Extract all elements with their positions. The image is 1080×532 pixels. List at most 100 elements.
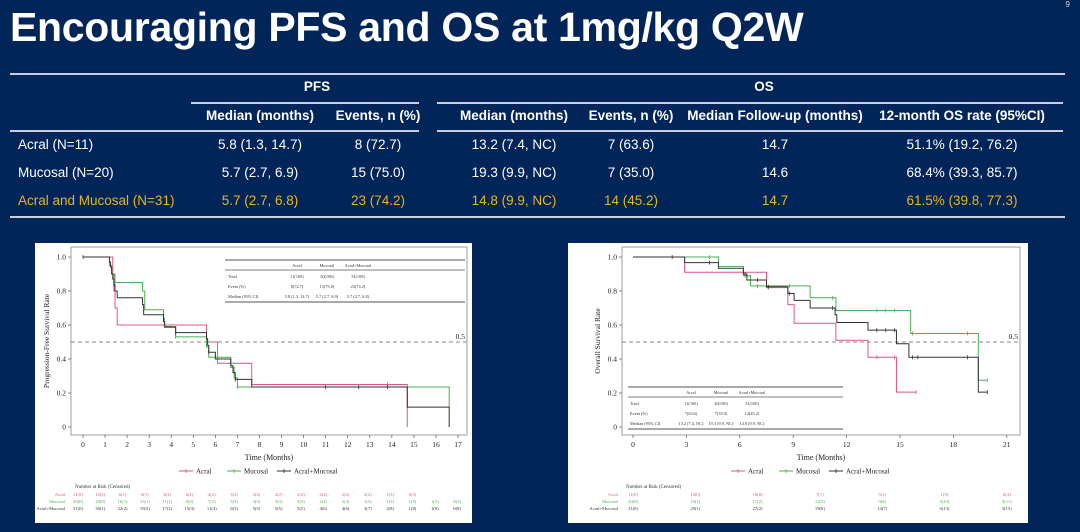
at-risk-value: 6(5) — [230, 506, 238, 511]
at-risk-title: Number at Risk (Censored) — [75, 485, 130, 490]
summary-table-header: Acral+Mucosal — [345, 263, 373, 268]
page-title: Encouraging PFS and OS at 1mg/kg Q2W — [10, 4, 804, 50]
at-risk-value: 4(6) — [342, 506, 350, 511]
x-axis-label: Time (Months) — [797, 453, 846, 462]
at-risk-value: 5(5) — [297, 506, 305, 511]
at-risk-value: 6(1) — [186, 492, 194, 497]
os-km-plot: 0 0.2 0.4 0.6 0.8 1.0 0 3 6 9 12 15 18 21 Time (Months… — [568, 243, 1075, 523]
at-risk-value: 14(7) — [877, 506, 887, 511]
at-risk-value: 3(3) — [297, 499, 305, 504]
at-risk-value: 6(1) — [119, 492, 127, 497]
summary-table-cell: 7(35.0) — [715, 411, 728, 416]
at-risk-value: 2(2) — [364, 492, 372, 497]
x-tick-label: 11 — [322, 440, 329, 449]
at-risk-value: 17(2) — [162, 506, 172, 511]
y-tick-label: 0.6 — [57, 321, 67, 330]
at-risk-value: 27(2) — [753, 506, 763, 511]
summary-table-cell: 5.8 (1.3, 14.7) — [285, 294, 310, 300]
x-tick-label: 13 — [366, 440, 374, 449]
y-tick-label: 1.0 — [57, 253, 67, 262]
at-risk-value: 13(1) — [140, 499, 150, 504]
table-cell: 15 (75.0) — [350, 165, 406, 180]
table-cell: 7 (35.0) — [607, 165, 655, 180]
at-risk-value: 3(15) — [1002, 506, 1012, 511]
x-tick-label: 12 — [344, 440, 352, 449]
x-tick-label: 8 — [258, 440, 262, 449]
at-risk-value: 2(8) — [386, 506, 394, 511]
legend-label: Acral — [748, 468, 764, 476]
at-risk-value: 3(3) — [275, 499, 283, 504]
y-tick-label: 0.2 — [608, 389, 618, 398]
km-chart-svg: 00.20.40.60.81.00 1 2 3 4 5 6 7 8 9 10 11 12 13 14 15 16… — [36, 246, 468, 511]
legend-label: Acral+Mucosal — [846, 468, 890, 476]
reference-line-label: 0.5 — [456, 332, 466, 341]
y-axis-label: Overall Survival Rate — [593, 308, 602, 374]
at-risk-label: Mucosal — [49, 499, 66, 504]
x-tick-label: 0 — [631, 440, 635, 449]
at-risk-value: 17(2) — [753, 499, 763, 504]
at-risk-value: 0(5) — [453, 499, 461, 504]
y-tick-label: 0 — [62, 423, 66, 432]
col-header: Median (months) — [460, 108, 568, 123]
summary-table-cell: 7(63.6) — [685, 411, 698, 416]
table-cell: 14.6 — [761, 165, 789, 180]
col-header: Median (months) — [206, 108, 314, 123]
header-rule — [437, 130, 1063, 132]
at-risk-value: 2(2) — [253, 492, 261, 497]
at-risk-value: 0(3) — [409, 492, 417, 497]
at-risk-value: 9(6) — [878, 499, 886, 504]
x-tick-label: 5 — [191, 440, 195, 449]
pfs-group-header: PFS — [303, 79, 331, 94]
table-top-rule — [10, 73, 1065, 75]
at-risk-value: 22(2) — [118, 506, 128, 511]
at-risk-value: 7(1) — [816, 492, 824, 497]
x-tick-label: 10 — [300, 440, 308, 449]
at-risk-value: 1(8) — [431, 506, 439, 511]
at-risk-value: 4(2) — [208, 492, 216, 497]
summary-table-label: Median (95% CI) — [630, 421, 661, 426]
summary-table-header: Acral+Mucosal — [739, 390, 767, 395]
at-risk-value: 1(5) — [431, 499, 439, 504]
at-risk-value: 30(1) — [95, 506, 105, 511]
legend-label: Acral+Mucosal — [294, 468, 338, 476]
at-risk-value: 11(1) — [162, 499, 172, 504]
at-risk-value: 5(1) — [878, 492, 886, 497]
x-tick-label: 0 — [81, 440, 85, 449]
row-label: Acral (N=11) — [18, 137, 94, 152]
at-risk-label: Acral+Mucosal — [36, 506, 65, 511]
col-header: Events, n (%) — [588, 108, 674, 123]
at-risk-value: 0(8) — [453, 506, 461, 511]
table-cell: 5.7 (2.7, 6.9) — [221, 165, 299, 180]
y-axis-label: Progression-Free Survival Rate — [42, 293, 51, 388]
pfs-km-plot: 0 0.2 0.4 0.6 0.8 1.0 0 1 2 3 4 5 6 7 8 9 10 11 12 13 14 15 16… — [35, 243, 472, 523]
summary-table-cell: 11(100) — [684, 401, 698, 406]
row-label: Mucosal (N=20) — [18, 165, 114, 180]
y-tick-label: 0 — [613, 423, 617, 432]
summary-table-cell: 20(100) — [714, 401, 728, 406]
x-tick-label: 6 — [213, 440, 217, 449]
at-risk-value: 19(6) — [815, 506, 825, 511]
legend-label: Mucosal — [244, 468, 268, 476]
page-number: 9 — [1065, 0, 1070, 9]
at-risk-value: 5(10) — [940, 499, 950, 504]
table-cell: 8 (72.7) — [354, 137, 402, 152]
km-curve-acral — [633, 256, 917, 393]
table-cell: 51.1% (19.2, 76.2) — [906, 137, 1018, 152]
at-risk-value: 31(0) — [628, 506, 638, 511]
summary-table-cell: 20(100) — [320, 274, 334, 279]
pfs-group-rule — [191, 102, 419, 104]
summary-table-cell: 31(100) — [745, 401, 759, 406]
km-curve-acral-mucosal — [633, 256, 988, 393]
at-risk-value: 4(6) — [319, 506, 327, 511]
at-risk-value: 10(0) — [753, 492, 763, 497]
x-tick-label: 3 — [147, 440, 151, 449]
table-cell: 14 (45.2) — [603, 193, 659, 208]
at-risk-value: 6(13) — [940, 506, 950, 511]
at-risk-value: 3(2) — [230, 492, 238, 497]
x-tick-label: 9 — [280, 440, 284, 449]
summary-table-header: Acral — [686, 390, 696, 395]
at-risk-value: 20(0) — [73, 499, 83, 504]
summary-table-label: Event (%) — [630, 411, 648, 416]
at-risk-value: 16(1) — [118, 499, 128, 504]
at-risk-value: 31(0) — [73, 506, 83, 511]
